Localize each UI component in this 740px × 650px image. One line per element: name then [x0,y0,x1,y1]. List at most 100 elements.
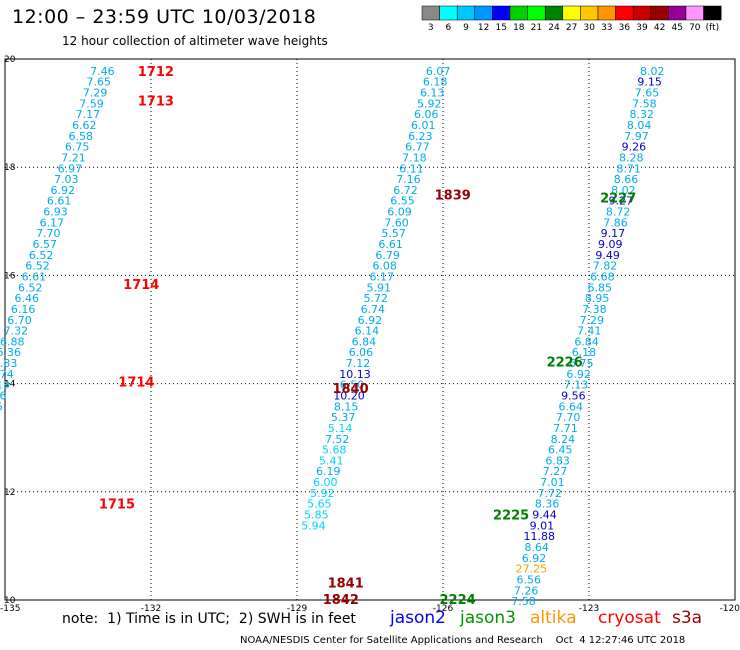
wave-height-value: 7.70 [36,227,61,240]
colorbar-swatch [544,5,564,21]
wave-height-value: 6.52 [18,281,43,294]
wave-height-value: 8.72 [606,206,631,219]
wave-height-value: 9.17 [601,227,626,240]
wave-height-value: 9.49 [595,249,620,262]
colorbar-swatch [632,5,652,21]
footnote: note: 1) Time is in UTC; 2) SWH is in fe… [62,611,356,627]
wave-height-value: 5.92 [417,97,442,110]
wave-height-value: 6.77 [405,141,430,154]
wave-height-value: 6.83 [545,454,570,467]
colorbar-swatch [703,5,722,21]
wave-height-value: 5.41 [319,454,344,467]
wave-height-value: 9.01 [530,519,555,532]
wave-height-value: 6.07 [426,65,451,78]
wave-height-value: 8.32 [630,108,655,121]
wave-height-value: 6.85 [587,281,612,294]
colorbar-label: 18 [513,23,525,33]
wave-height-value: 7.58 [511,595,536,608]
colorbar-label: 15 [495,23,506,33]
colorbar-swatch [650,5,669,21]
pass-label: 1712 [138,65,174,80]
colorbar-swatch [492,5,511,21]
chart-title: 12:00 – 23:59 UTC 10/03/2018 [12,6,317,28]
wave-height-value: 6.52 [25,260,50,273]
x-tick-label: -135 [0,604,20,614]
wave-height-value: 7.58 [632,97,657,110]
wave-height-value: 9.56 [561,390,586,403]
wave-height-value: 6.18 [572,346,597,359]
wave-height-value: 6.00 [313,476,338,489]
wave-height-value: 7.27 [543,465,568,478]
y-tick-label: 12 [4,488,15,498]
wave-height-value: 7.65 [635,87,660,100]
wave-height-value: 6.52 [29,249,54,262]
pass-label: 2225 [493,509,529,524]
wave-height-value: 7.60 [384,216,409,229]
wave-height-value: 6.19 [316,465,341,478]
wave-height-value: 9.44 [532,509,557,522]
wave-height-value: 7.97 [624,130,649,143]
wave-height-value: 10.20 [333,390,365,403]
wave-height-value: 8.71 [616,162,641,175]
colorbar-label: (ft) [706,23,720,33]
y-tick-label: 10 [4,596,16,606]
colorbar-label: 30 [583,23,595,33]
colorbar: 3 6 9 12 15 18 21 24 27 30 33 36 39 42 45 70 (ft) [421,5,722,33]
wave-height-value: 11.88 [524,530,556,543]
legend-jason3: jason3 [460,608,516,628]
x-tick-label: -123 [579,604,599,614]
pass-label: 1839 [435,188,471,203]
wave-height-value: 8.15 [334,400,359,413]
wave-height-value: 7.70 [556,411,581,424]
wave-height-value: 8.02 [611,184,636,197]
pass-label: 1841 [328,577,364,592]
colorbar-label: 12 [478,23,489,33]
wave-height-value: 7.38 [582,303,607,316]
wave-height-value: 6.70 [7,314,32,327]
wave-height-value: 5.92 [310,487,335,500]
y-tick-label: 16 [4,271,16,281]
colorbar-swatch [580,5,599,21]
wave-height-value: 6.23 [408,130,433,143]
pass-label: 1714 [123,278,159,293]
colorbar-swatch [615,5,634,21]
pass-label: 2224 [440,593,476,608]
wave-height-value: 7.21 [61,151,86,164]
pass-label: 1715 [99,498,135,513]
wave-height-value: 8.36 [535,498,560,511]
colorbar-swatch [421,5,440,21]
wave-height-value: 7.18 [402,151,427,164]
colorbar-swatch [597,5,616,21]
wave-height-value: 6.92 [522,552,547,565]
wave-height-values: 7.467.657.297.597.176.626.586.757.216.97… [0,65,665,608]
colorbar-swatch [474,5,493,21]
legend-altika: altika [530,608,577,628]
pass-label: 1714 [118,375,154,390]
x-tick-label: -126 [433,604,454,614]
wave-height-value: 5.72 [364,292,389,305]
wave-height-value: 6.84 [352,335,377,348]
wave-height-value: 6.55 [390,195,415,208]
wave-height-value: 9.15 [637,76,662,89]
wave-height-value: 6.97 [58,162,83,175]
wave-height-value: 6.68 [590,270,615,283]
pass-label: 1713 [138,95,174,110]
colorbar-label: 6 [446,23,452,33]
colorbar-label: 39 [636,23,648,33]
colorbar-label: 33 [601,23,612,33]
wave-height-value: 7.03 [54,173,79,186]
plot-frame [4,58,736,601]
wave-height-value: 7.52 [325,433,350,446]
wave-height-value: 6.17 [369,270,394,283]
wave-height-value: 6.61 [47,195,72,208]
wave-height-value: 6.36 [0,346,21,359]
wave-height-value: 7.82 [593,260,618,273]
x-tick-label: -132 [141,604,161,614]
wave-height-value: 9.26 [622,141,647,154]
x-tick-label: -129 [287,604,308,614]
wave-height-value: 6.01 [411,119,436,132]
wave-height-value: 6.16 [11,303,36,316]
wave-height-value: 27.25 [516,563,548,576]
